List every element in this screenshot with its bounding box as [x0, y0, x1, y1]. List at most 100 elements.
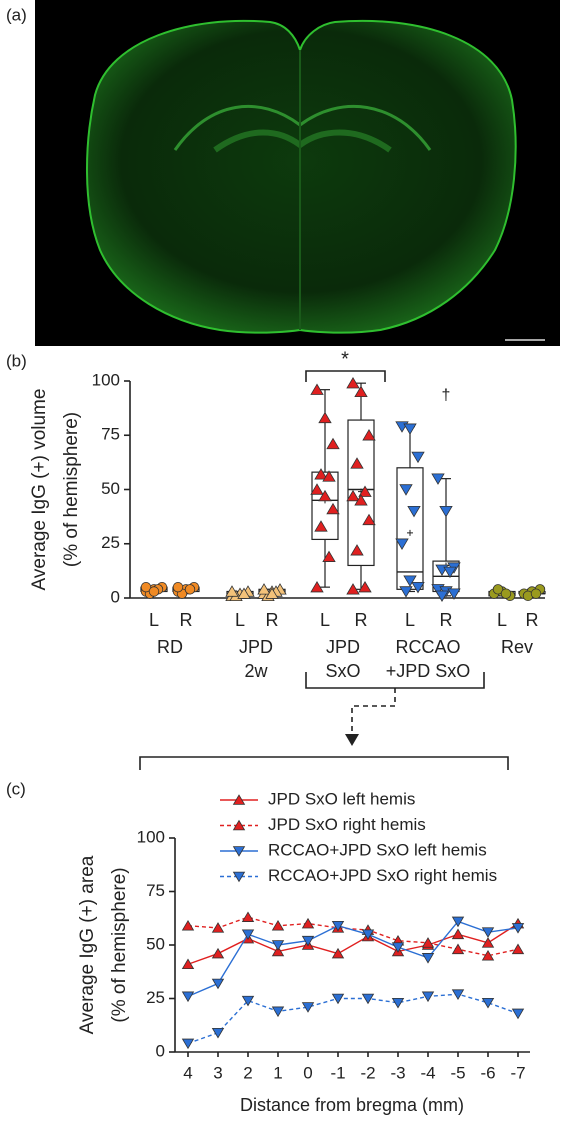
- data-point: [421, 937, 435, 948]
- data-point: [346, 583, 360, 595]
- significance-label: †: [442, 387, 451, 404]
- data-point: [225, 585, 239, 597]
- group-label: JPD: [239, 637, 273, 657]
- data-point: [326, 502, 340, 515]
- x-tick-label: L: [320, 610, 330, 630]
- data-point: [331, 920, 345, 932]
- data-point: [301, 935, 315, 947]
- x-tick-label: 3: [213, 1063, 222, 1082]
- group-label: Rev: [501, 637, 533, 657]
- data-point: [421, 991, 435, 1003]
- data-point: [181, 991, 195, 1003]
- data-point: [211, 1027, 225, 1039]
- y-axis-label: Average IgG (+) area: [77, 855, 98, 1034]
- data-point: [500, 588, 512, 599]
- data-point: [451, 916, 465, 928]
- legend-label: JPD SxO left hemis: [268, 789, 415, 808]
- data-point: [411, 451, 425, 464]
- data-point: [310, 580, 324, 593]
- data-point: [265, 587, 279, 599]
- x-tick-label: 4: [183, 1063, 192, 1082]
- y-tick-label: 25: [146, 988, 165, 1007]
- group-label: RCCAO: [395, 637, 460, 657]
- data-point: [358, 580, 372, 593]
- data-point: [181, 958, 195, 970]
- data-point: [310, 483, 324, 495]
- data-point: [451, 928, 465, 940]
- data-point: [322, 470, 336, 482]
- data-point: [211, 947, 225, 959]
- y-tick-label: 0: [111, 587, 120, 606]
- data-point: [318, 411, 332, 424]
- x-axis-label: Distance from bregma (mm): [240, 1095, 464, 1115]
- data-point: [511, 923, 525, 934]
- data-point: [322, 550, 336, 562]
- data-point: [211, 978, 225, 990]
- panel-label: (c): [6, 779, 26, 798]
- data-point: [403, 575, 417, 587]
- y-tick-label: 100: [92, 370, 120, 389]
- y-tick-label: 50: [101, 479, 120, 498]
- x-tick-label: R: [266, 610, 279, 630]
- series-line: [187, 920, 519, 998]
- y-tick-label: 0: [156, 1041, 165, 1060]
- data-point: [421, 953, 435, 964]
- x-tick-label: 2: [243, 1063, 252, 1082]
- data-point: [407, 506, 421, 518]
- data-point: [481, 949, 495, 961]
- x-tick-label: -7: [510, 1063, 525, 1082]
- data-point: [403, 423, 417, 435]
- data-point: [148, 586, 160, 597]
- mean-marker: [407, 529, 413, 536]
- panel-bracket: [139, 756, 509, 770]
- data-point: [451, 943, 465, 955]
- data-point: [271, 940, 285, 951]
- x-tick-label: R: [440, 610, 453, 630]
- data-point: [511, 943, 525, 955]
- y-axis-label: (% of hemisphere): [61, 412, 82, 567]
- data-point: [481, 997, 495, 1009]
- data-point: [354, 494, 368, 506]
- data-point: [211, 922, 225, 933]
- data-point: [435, 590, 449, 603]
- data-point: [431, 473, 445, 485]
- y-axis-label: (% of hemisphere): [109, 867, 130, 1022]
- x-tick-label: -4: [420, 1063, 435, 1082]
- data-point: [271, 920, 285, 931]
- data-point: [241, 911, 255, 922]
- data-point: [301, 1002, 315, 1013]
- series-line: [187, 916, 519, 957]
- x-tick-label: L: [405, 610, 415, 630]
- data-point: [237, 587, 251, 599]
- legend-marker: [232, 846, 246, 857]
- data-point: [395, 538, 409, 550]
- data-point: [140, 581, 152, 593]
- legend-label: RCCAO+JPD SxO left hemis: [268, 840, 487, 859]
- data-point: [184, 584, 196, 595]
- data-point: [358, 485, 372, 497]
- x-tick-label: -1: [330, 1063, 345, 1082]
- data-point: [314, 520, 328, 532]
- significance-bracket: [305, 370, 386, 382]
- legend-label: JPD SxO right hemis: [268, 815, 426, 834]
- data-point: [511, 1008, 525, 1020]
- data-point: [391, 997, 405, 1009]
- series-line: [187, 923, 519, 965]
- data-point: [181, 920, 195, 931]
- y-tick-label: 75: [101, 425, 120, 444]
- data-point: [331, 947, 345, 959]
- series-line: [187, 993, 519, 1045]
- data-point: [411, 581, 425, 594]
- data-point: [326, 437, 340, 450]
- y-tick-label: 75: [146, 881, 165, 900]
- x-tick-label: R: [526, 610, 539, 630]
- x-tick-label: R: [355, 610, 368, 630]
- group-label: 2w: [244, 661, 268, 681]
- arrow-head: [345, 734, 359, 746]
- x-tick-label: 0: [303, 1063, 312, 1082]
- legend-marker: [232, 794, 246, 805]
- data-point: [439, 506, 453, 518]
- data-point: [399, 586, 413, 598]
- data-point: [346, 489, 360, 502]
